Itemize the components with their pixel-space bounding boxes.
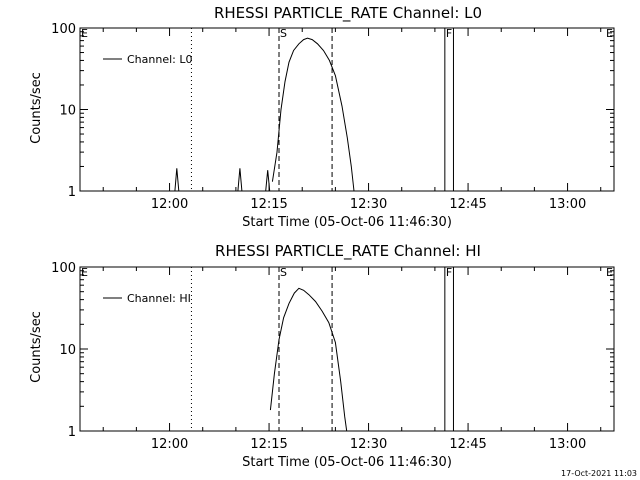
x-axis-label: Start Time (05-Oct-06 11:46:30) <box>242 215 452 230</box>
series-line <box>269 287 348 432</box>
data-series <box>269 287 348 432</box>
event-marker-label: F <box>446 27 452 40</box>
y-tick-label: 10 <box>59 104 76 119</box>
legend-label: Channel: L0 <box>127 53 193 66</box>
y-tick-label: 100 <box>51 261 76 276</box>
axis-ticks: 12:00 12:15 12:30 12:45 13:00 1 10 100 <box>51 22 614 212</box>
legend: Channel: L0 <box>103 53 193 66</box>
x-tick-label: 12:15 <box>250 437 287 452</box>
y-axis-label: Counts/sec <box>29 72 44 144</box>
chart-panel-hi: RHESSI PARTICLE_RATE Channel: HI Counts/… <box>29 242 615 470</box>
event-marker-label: S <box>280 27 287 40</box>
plot-frame <box>79 27 615 192</box>
x-axis-label: Start Time (05-Oct-06 11:46:30) <box>242 455 452 470</box>
event-marker-label: E <box>606 27 613 40</box>
event-marker-label: F <box>446 266 452 279</box>
data-series <box>174 37 355 192</box>
y-tick-label: 10 <box>59 343 76 358</box>
series-line <box>174 168 180 192</box>
y-tick-label: 100 <box>51 22 76 37</box>
plot-frame <box>79 266 615 432</box>
x-tick-label: 12:30 <box>350 197 387 212</box>
series-line <box>265 170 271 192</box>
x-tick-label: 12:45 <box>449 437 486 452</box>
legend: Channel: HI <box>103 292 191 305</box>
x-tick-label: 12:00 <box>151 437 188 452</box>
x-tick-label: 12:30 <box>350 437 387 452</box>
event-marker-label: E <box>81 266 88 279</box>
x-tick-label: 13:00 <box>549 197 586 212</box>
chart-title: RHESSI PARTICLE_RATE Channel: HI <box>215 242 481 261</box>
x-tick-label: 12:15 <box>250 197 287 212</box>
series-line <box>271 37 355 192</box>
x-tick-label: 13:00 <box>549 437 586 452</box>
y-tick-label: 1 <box>68 185 76 200</box>
footer-timestamp: 17-Oct-2021 11:03 <box>561 469 637 478</box>
event-marker-label: S <box>280 266 287 279</box>
x-tick-label: 12:45 <box>449 197 486 212</box>
x-tick-label: 12:00 <box>151 197 188 212</box>
chart-panel-lo: RHESSI PARTICLE_RATE Channel: L0 Counts/… <box>29 4 615 230</box>
event-marker-label: E <box>606 266 613 279</box>
axis-ticks: 12:00 12:15 12:30 12:45 13:00 1 10 100 <box>51 261 614 452</box>
chart-title: RHESSI PARTICLE_RATE Channel: L0 <box>214 4 482 23</box>
event-marker-label: E <box>81 27 88 40</box>
series-line <box>237 168 243 192</box>
legend-label: Channel: HI <box>127 292 191 305</box>
y-axis-label: Counts/sec <box>29 311 44 383</box>
y-tick-label: 1 <box>68 425 76 440</box>
